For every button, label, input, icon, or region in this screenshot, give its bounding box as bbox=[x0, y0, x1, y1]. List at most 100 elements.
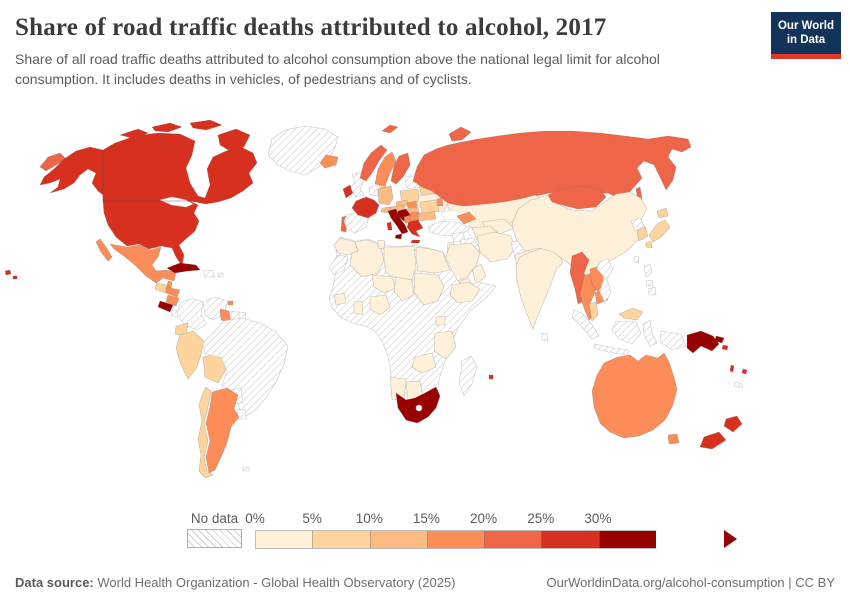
map-region-uganda[interactable] bbox=[435, 315, 446, 326]
map-region-chad[interactable] bbox=[393, 276, 415, 302]
legend-bin-5–10%[interactable] bbox=[312, 531, 370, 548]
map-region-philippines-visayas[interactable] bbox=[645, 279, 654, 287]
map-region-nicaragua[interactable] bbox=[165, 294, 180, 307]
map-region-turkey[interactable] bbox=[427, 220, 471, 237]
legend-bin-0–5%[interactable] bbox=[256, 531, 313, 548]
map-region-malaysia-borneo[interactable] bbox=[618, 307, 644, 321]
map-region-caucasus[interactable] bbox=[456, 211, 477, 225]
map-region-vietnam[interactable] bbox=[596, 258, 614, 304]
legend-bin-15–20%[interactable] bbox=[426, 531, 485, 548]
map-region-belize[interactable] bbox=[166, 280, 173, 289]
map-region-svalbard[interactable] bbox=[381, 124, 399, 134]
map-region-niger[interactable] bbox=[371, 274, 397, 294]
map-region-indonesia-borneo[interactable] bbox=[611, 320, 642, 345]
map-region-new-zealand-north[interactable] bbox=[723, 415, 743, 433]
map-region-vanuatu[interactable] bbox=[729, 364, 735, 373]
map-region-finland[interactable] bbox=[390, 152, 411, 185]
map-region-new-caledonia[interactable] bbox=[733, 381, 744, 389]
map-region-peru[interactable] bbox=[175, 330, 205, 380]
map-region-hispaniola[interactable] bbox=[202, 269, 216, 278]
map-region-ghana[interactable] bbox=[353, 300, 364, 316]
map-region-mexico[interactable] bbox=[109, 243, 177, 284]
map-region-colombia[interactable] bbox=[176, 297, 208, 331]
map-region-germany[interactable] bbox=[377, 185, 394, 206]
map-region-papua-new-guinea[interactable] bbox=[686, 330, 720, 354]
map-region-africa-base[interactable] bbox=[328, 236, 497, 424]
map-region-serbia[interactable] bbox=[409, 211, 420, 223]
map-region-alaska[interactable] bbox=[39, 146, 104, 196]
map-region-tanzania[interactable] bbox=[433, 330, 457, 360]
map-region-australia[interactable] bbox=[591, 352, 678, 439]
map-region-moldova[interactable] bbox=[436, 197, 444, 207]
map-region-trinidad[interactable] bbox=[227, 300, 234, 306]
map-region-slovakia[interactable] bbox=[406, 200, 418, 209]
map-region-cuba[interactable] bbox=[166, 262, 201, 274]
map-region-canada[interactable] bbox=[102, 132, 258, 205]
legend-no-data-swatch[interactable] bbox=[187, 529, 242, 548]
map-region-ethiopia[interactable] bbox=[449, 281, 481, 304]
map-region-sicily[interactable] bbox=[394, 233, 403, 240]
map-region-zambia[interactable] bbox=[411, 352, 437, 374]
map-region-mauritius[interactable] bbox=[488, 374, 494, 380]
map-region-nigeria[interactable] bbox=[369, 294, 391, 316]
map-region-victoria-island[interactable] bbox=[159, 134, 187, 147]
map-region-philippines-luzon[interactable] bbox=[643, 263, 653, 278]
map-region-crete[interactable] bbox=[410, 239, 421, 244]
map-region-sri-lanka[interactable] bbox=[541, 332, 549, 342]
map-region-philippines-mindanao[interactable] bbox=[647, 286, 657, 296]
map-region-puerto-rico[interactable] bbox=[217, 272, 224, 278]
map-region-costa-rica[interactable] bbox=[157, 300, 174, 313]
legend-no-data[interactable]: No data bbox=[187, 511, 242, 548]
map-region-north-korea[interactable] bbox=[630, 217, 645, 232]
map-region-south-korea[interactable] bbox=[636, 226, 649, 242]
map-region-india[interactable] bbox=[515, 246, 564, 330]
footer-link[interactable]: OurWorldinData.org/alcohol-consumption |… bbox=[546, 575, 835, 590]
map-region-malaysia-peninsula[interactable] bbox=[588, 301, 599, 322]
map-region-indonesia-sumatra[interactable] bbox=[571, 309, 600, 340]
map-region-honduras[interactable] bbox=[165, 286, 181, 298]
map-region-united-states[interactable] bbox=[102, 200, 200, 267]
map-region-chile[interactable] bbox=[197, 386, 214, 479]
legend-bin-25–30%[interactable] bbox=[541, 531, 599, 548]
map-region-guinea[interactable] bbox=[333, 292, 347, 306]
map-region-tasmania[interactable] bbox=[667, 433, 680, 445]
map-region-western-sahara[interactable] bbox=[328, 254, 349, 276]
map-region-arctic-island[interactable] bbox=[151, 122, 183, 133]
map-region-oman[interactable] bbox=[471, 263, 487, 286]
legend-bin-10–15%[interactable] bbox=[369, 531, 427, 548]
map-region-egypt[interactable] bbox=[415, 246, 451, 274]
map-region-new-britain[interactable] bbox=[714, 335, 725, 344]
map-region-madagascar[interactable] bbox=[458, 355, 478, 397]
map-region-sudan[interactable] bbox=[413, 272, 445, 306]
map-region-taiwan[interactable] bbox=[633, 255, 640, 264]
map-region-fiji[interactable] bbox=[741, 368, 748, 375]
map-region-sardinia[interactable] bbox=[386, 221, 393, 231]
map-region-italy[interactable] bbox=[387, 208, 409, 235]
legend-bin-20–25%[interactable] bbox=[484, 531, 542, 548]
map-region-benelux[interactable] bbox=[368, 184, 379, 197]
map-region-sweden[interactable] bbox=[374, 151, 397, 187]
map-region-solomon-islands[interactable] bbox=[721, 344, 729, 351]
map-region-mexico-baja[interactable] bbox=[95, 238, 113, 262]
map-region-greece[interactable] bbox=[406, 219, 424, 238]
legend-bin-30%+[interactable] bbox=[598, 531, 656, 548]
map-region-guatemala[interactable] bbox=[154, 282, 168, 294]
map-region-iran[interactable] bbox=[476, 231, 516, 263]
map-region-mongolia[interactable] bbox=[547, 185, 607, 210]
map-region-iceland[interactable] bbox=[319, 154, 339, 169]
map-region-indonesia-java[interactable] bbox=[593, 343, 630, 356]
map-region-indonesia-sulawesi[interactable] bbox=[642, 319, 658, 347]
map-region-indonesia-west-papua[interactable] bbox=[659, 330, 687, 351]
map-region-baffin-island[interactable] bbox=[217, 128, 251, 152]
map-region-norway[interactable] bbox=[359, 144, 388, 182]
map-region-falkland-islands[interactable] bbox=[242, 466, 250, 472]
map-region-greenland[interactable] bbox=[267, 125, 339, 176]
owid-logo[interactable]: Our World in Data bbox=[770, 12, 841, 59]
map-region-argentina[interactable] bbox=[205, 387, 240, 474]
map-region-romania[interactable] bbox=[419, 199, 440, 214]
map-region-japan-hokkaido[interactable] bbox=[656, 207, 669, 219]
map-region-hawaii[interactable] bbox=[4, 269, 18, 280]
map-region-novaya-zemlya[interactable] bbox=[448, 126, 472, 142]
map-region-france[interactable] bbox=[351, 196, 380, 219]
map-region-new-zealand-south[interactable] bbox=[699, 431, 727, 450]
